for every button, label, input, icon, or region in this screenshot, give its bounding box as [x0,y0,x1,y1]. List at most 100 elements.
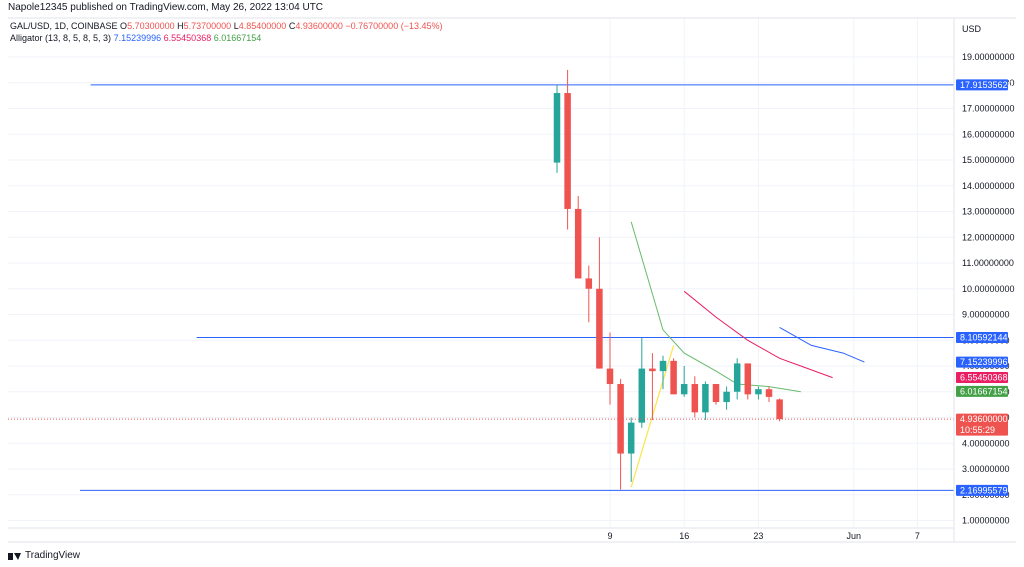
price-tag-text: 2.16995579 [960,485,1008,495]
price-tag-background [956,484,1008,496]
price-tag-text: 4.93600000 [960,414,1008,424]
countdown-text: 10:55:29 [960,425,995,435]
high-label: H [177,21,184,31]
currency-label: USD [962,24,982,34]
candle-body [765,389,773,397]
low-value: 4.85400000 [238,21,287,31]
candle-body [744,363,752,395]
jaw-value: 7.15239996 [113,33,162,43]
teeth-value: 6.55450368 [163,33,212,43]
publish-info: Napole12345 published on TradingView.com… [0,0,1024,16]
low-label: L [233,21,239,31]
publish-text: Napole12345 published on TradingView.com… [8,2,324,13]
price-tick-label: 14.00000000 [962,181,1015,191]
price-tag-background [956,413,1008,436]
price-tag-background [956,356,1008,368]
candle-body [755,389,762,395]
candle-down [765,386,773,403]
candle-body [627,422,635,454]
candle-up [553,85,561,173]
grid-lines [8,18,954,528]
price-tick-label: 10.00000000 [962,284,1015,294]
candle-up [733,358,741,400]
price-tick-label: 16.00000000 [962,129,1015,139]
candle-up [702,381,709,421]
close-label: C [288,21,296,31]
price-tick-label: 11.00000000 [962,258,1014,268]
brand-label: TradingView [25,550,81,561]
chart-legend: GAL/USD, 1D, COINBASE O5.70300000 H5.737… [10,20,442,44]
price-tick-label: 1.00000000 [962,516,1010,526]
price-tag-text: 6.55450368 [960,372,1008,382]
candle-body [670,360,677,395]
candle-down [585,265,593,323]
candles [553,69,783,490]
high-value: 5.73700000 [183,21,232,31]
open-value: 5.70300000 [127,21,175,31]
change-value: −0.76700000 (−13.45%) [345,21,443,31]
candle-body [553,93,561,163]
candle-down [564,69,571,230]
price-tags: 17.91535620 8.10592144 2.16995579 7.1523999… [956,79,1013,496]
price-tag-text: 7.15239996 [960,357,1008,367]
candle-body [606,368,614,385]
candle-body [712,384,720,403]
price-axis[interactable]: USD 1.000000002.000000003.000000004.0000… [962,24,1015,526]
candle-body [691,384,699,413]
candle-down [649,353,656,421]
candle-down [776,398,783,422]
price-tag-text: 8.10592144 [960,333,1008,343]
candle-up [723,386,730,410]
price-tick-label: 9.00000000 [962,310,1010,320]
candle-up [638,337,646,428]
time-tick-label: 23 [753,531,763,541]
level-price-tag: 17.91535620 [956,79,1013,91]
indicator-row: Alligator (13, 8, 5, 8, 5, 3) 7.15239996… [10,32,442,44]
open-label: O [120,21,128,31]
candle-body [733,363,741,392]
level-price-tag: 2.16995579 [956,484,1008,496]
candle-body [585,278,593,289]
tradingview-footer[interactable]: TradingView [8,549,80,563]
price-tick-label: 17.00000000 [962,104,1015,114]
candle-up [627,417,635,482]
candle-down [617,378,624,490]
indicator-price-tag: 7.15239996 [956,356,1008,368]
price-tag-background [956,385,1008,397]
candle-down [712,384,720,405]
candle-up [680,366,688,397]
time-tick-label: Jun [847,531,862,541]
candle-up [755,386,762,400]
level-price-tag: 8.10592144 [956,332,1008,344]
candle-down [606,332,614,405]
candle-up [659,355,667,390]
price-tick-label: 13.00000000 [962,207,1015,217]
price-tag-background [956,332,1008,344]
close-value: 4.93600000 [295,21,343,31]
candle-body [702,384,709,413]
alligator-teeth-line [683,290,833,379]
candle-body [596,288,603,369]
symbol-label[interactable]: GAL/USD, 1D, COINBASE [10,21,118,31]
ohlc-row: GAL/USD, 1D, COINBASE O5.70300000 H5.737… [10,20,442,32]
price-tag-background [956,79,1008,91]
indicator-label[interactable]: Alligator (13, 8, 5, 8, 5, 3) [10,33,112,43]
price-tag-text: 6.01667154 [960,386,1008,396]
time-axis[interactable]: 9 16 23 Jun 7 [607,531,919,541]
tradingview-logo-icon [8,552,21,561]
candle-body [723,391,730,403]
price-tick-label: 15.00000000 [962,155,1015,165]
price-tag-text: 17.91535620 [960,80,1013,90]
candle-body [776,399,783,420]
price-tag-background [956,371,1008,383]
lips-value: 6.01667154 [213,33,262,43]
candle-body [659,360,667,372]
candle-down [596,237,603,369]
time-tick-label: 9 [607,531,612,541]
candle-body [680,384,688,395]
time-tick-label: 7 [915,531,920,541]
price-tick-label: 3.00000000 [962,464,1010,474]
indicator-price-tag: 6.01667154 [956,385,1008,397]
